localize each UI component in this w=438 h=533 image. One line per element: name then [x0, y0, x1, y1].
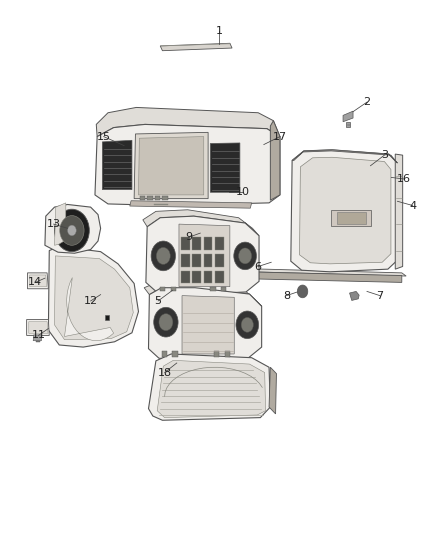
Polygon shape [331, 210, 371, 225]
Polygon shape [181, 271, 190, 284]
Polygon shape [300, 157, 391, 264]
Text: 16: 16 [397, 174, 411, 184]
Polygon shape [221, 287, 226, 292]
Polygon shape [48, 246, 138, 347]
Circle shape [154, 308, 178, 337]
Polygon shape [28, 273, 48, 289]
Polygon shape [204, 237, 212, 249]
Text: 2: 2 [364, 97, 371, 107]
Polygon shape [210, 287, 215, 292]
Polygon shape [210, 143, 240, 192]
Polygon shape [192, 254, 201, 266]
Polygon shape [140, 196, 145, 200]
Polygon shape [350, 292, 359, 301]
Text: 7: 7 [377, 290, 384, 301]
Text: 15: 15 [97, 132, 111, 142]
Polygon shape [292, 150, 397, 163]
Circle shape [234, 242, 256, 270]
Polygon shape [148, 354, 270, 420]
Polygon shape [162, 196, 168, 200]
Polygon shape [155, 196, 160, 200]
Circle shape [67, 225, 76, 236]
Polygon shape [162, 351, 167, 357]
Text: 11: 11 [32, 330, 46, 341]
Polygon shape [146, 216, 259, 295]
Circle shape [156, 247, 170, 264]
Text: 18: 18 [158, 368, 172, 377]
Polygon shape [204, 254, 212, 266]
Polygon shape [215, 271, 224, 284]
Polygon shape [54, 203, 66, 245]
Polygon shape [204, 271, 212, 284]
Polygon shape [245, 272, 402, 282]
Circle shape [159, 314, 173, 330]
Polygon shape [181, 237, 190, 249]
Polygon shape [45, 205, 101, 253]
Polygon shape [138, 136, 204, 195]
Text: 3: 3 [381, 150, 388, 160]
Polygon shape [214, 351, 219, 357]
Polygon shape [395, 154, 403, 269]
Polygon shape [134, 132, 208, 199]
Polygon shape [157, 360, 265, 418]
Text: 8: 8 [283, 290, 290, 301]
Polygon shape [160, 43, 232, 51]
Polygon shape [270, 120, 280, 200]
Polygon shape [130, 201, 252, 208]
Polygon shape [215, 254, 224, 266]
Polygon shape [215, 237, 224, 249]
Text: 17: 17 [273, 132, 287, 142]
Polygon shape [245, 269, 406, 276]
Polygon shape [343, 111, 353, 122]
Polygon shape [181, 254, 190, 266]
Polygon shape [160, 287, 166, 292]
Polygon shape [96, 108, 280, 136]
Polygon shape [182, 296, 234, 354]
Text: 4: 4 [409, 200, 416, 211]
Polygon shape [147, 196, 153, 200]
Circle shape [60, 216, 84, 245]
Polygon shape [171, 287, 177, 292]
Polygon shape [291, 150, 397, 272]
Polygon shape [173, 351, 178, 357]
Polygon shape [64, 278, 114, 341]
Polygon shape [105, 316, 110, 319]
Polygon shape [33, 335, 42, 341]
Text: 13: 13 [46, 219, 60, 229]
Polygon shape [192, 271, 201, 284]
Polygon shape [192, 237, 201, 249]
Text: 6: 6 [254, 262, 261, 271]
Polygon shape [346, 122, 350, 127]
Polygon shape [143, 210, 259, 236]
Circle shape [151, 241, 176, 271]
Text: 14: 14 [28, 277, 42, 287]
Polygon shape [269, 367, 276, 414]
Polygon shape [27, 319, 49, 335]
Text: 1: 1 [215, 26, 223, 36]
Text: 5: 5 [155, 296, 162, 306]
Circle shape [236, 311, 258, 338]
Polygon shape [30, 275, 47, 287]
Polygon shape [29, 321, 48, 333]
Polygon shape [237, 261, 247, 277]
Text: 10: 10 [236, 187, 250, 197]
Polygon shape [336, 212, 366, 224]
Polygon shape [148, 288, 261, 361]
Polygon shape [36, 341, 40, 342]
Circle shape [54, 209, 89, 252]
Circle shape [297, 285, 308, 298]
Text: 9: 9 [185, 232, 192, 243]
Circle shape [239, 248, 252, 264]
Polygon shape [225, 351, 230, 357]
Circle shape [241, 317, 253, 332]
Polygon shape [102, 140, 132, 190]
Text: 12: 12 [84, 296, 98, 306]
Polygon shape [144, 281, 261, 306]
Polygon shape [54, 256, 133, 340]
Polygon shape [95, 124, 280, 206]
Polygon shape [179, 224, 230, 287]
